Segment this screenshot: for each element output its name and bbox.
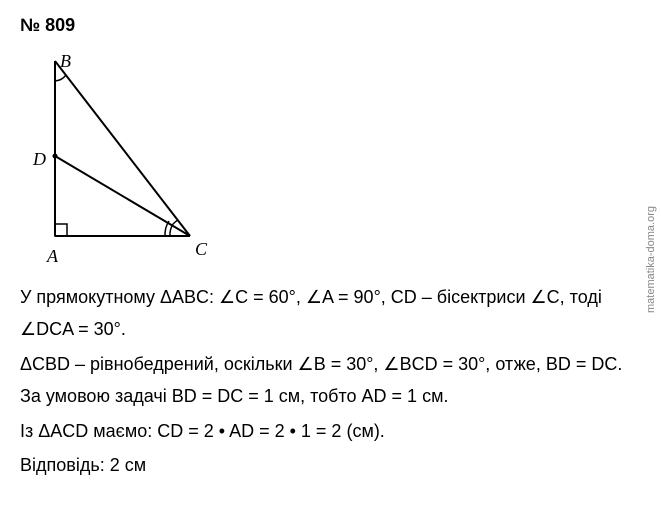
angle-b-mark	[55, 75, 66, 81]
angle-c-upper	[173, 220, 178, 224]
point-D-marker	[53, 154, 58, 159]
solution-line-3: Із ΔACD маємо: CD = 2 • AD = 2 • 1 = 2 (…	[20, 415, 641, 447]
solution-text: У прямокутному ΔABC: ∠C = 60°, ∠A = 90°,…	[20, 281, 641, 481]
label-C: C	[195, 239, 207, 260]
angle-c-lower2	[165, 221, 169, 236]
label-D: D	[33, 149, 46, 170]
problem-number: № 809	[20, 15, 641, 36]
solution-line-2: ΔCBD – рівнобедрений, оскільки ∠B = 30°,…	[20, 348, 641, 413]
solution-line-1: У прямокутному ΔABC: ∠C = 60°, ∠A = 90°,…	[20, 281, 641, 346]
label-B: B	[60, 51, 71, 72]
solution-answer: Відповідь: 2 см	[20, 449, 641, 481]
triangle-figure: B D A C	[25, 51, 225, 261]
side-BC	[55, 61, 190, 236]
right-angle-marker	[55, 224, 67, 236]
label-A: A	[47, 246, 58, 267]
triangle-svg	[25, 51, 225, 261]
watermark: matematika-doma.org	[645, 206, 657, 313]
angle-c-lower	[170, 224, 173, 236]
bisector-CD	[55, 156, 190, 236]
